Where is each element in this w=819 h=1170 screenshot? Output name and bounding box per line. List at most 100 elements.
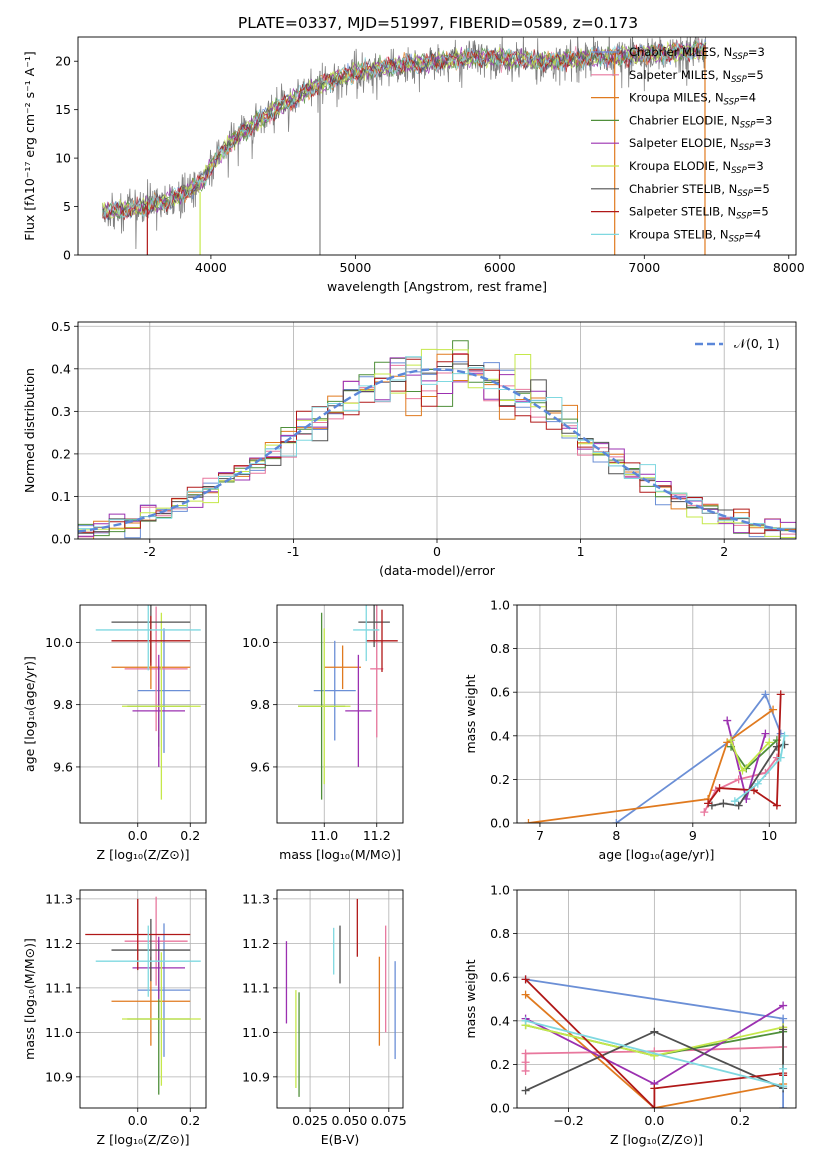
x-tick-label: 7000 (628, 260, 660, 275)
legend-entry: Kroupa ELODIE, NSSP=3 (629, 159, 764, 176)
spectrum-model-line (102, 41, 707, 218)
x-tick-label: 0.025 (292, 1113, 328, 1128)
x-axis-label: Z [log₁₀(Z/Z⊙)] (97, 847, 190, 862)
spectrum-model-line (102, 43, 707, 219)
y-tick-label: 0.2 (51, 446, 71, 461)
axes-frame (77, 36, 797, 256)
x-tick-label: 0.0 (128, 828, 148, 843)
mass-weight-marker (734, 801, 743, 810)
y-tick-label: 9.6 (53, 759, 73, 774)
mass-weight-marker (761, 690, 770, 699)
mass-weight-marker (779, 1104, 788, 1108)
x-tick-label: 0.0 (128, 1113, 148, 1128)
y-tick-label: 0.2 (490, 1057, 510, 1072)
mass-weight-marker (723, 716, 732, 725)
y-tick-label: 0.0 (51, 532, 71, 547)
x-tick-label: 0.2 (180, 828, 200, 843)
x-tick-label: 1 (577, 544, 585, 559)
gaussian-curve (78, 368, 796, 533)
mass-weight-marker (780, 731, 789, 740)
y-tick-label: 0.4 (490, 1013, 510, 1028)
x-tick-label: 11.0 (310, 828, 338, 843)
x-tick-label: 0.2 (180, 1113, 200, 1128)
x-axis-label: wavelength [Angstrom, rest frame] (327, 279, 547, 294)
residual-histogram (78, 356, 796, 539)
mass-weight-marker (521, 1066, 530, 1075)
mass-weight-marker (524, 819, 533, 823)
y-tick-label: 0.4 (490, 728, 510, 743)
x-axis-label: mass [log₁₀(M/M⊙)] (279, 847, 401, 862)
axes-frame (516, 889, 797, 1109)
y-tick-label: 0.8 (490, 926, 510, 941)
x-tick-label: 0.2 (730, 1113, 750, 1128)
y-tick-label: 5 (63, 199, 71, 214)
mass-weight-line (525, 1029, 784, 1092)
x-tick-label: 0.050 (332, 1113, 368, 1128)
spectrum-model-line (102, 39, 707, 219)
mass-weight-marker (738, 766, 747, 775)
mass-weight-marker (776, 690, 785, 699)
legend-entry: Salpeter STELIB, NSSP=5 (629, 205, 769, 222)
y-tick-label: 10.0 (242, 635, 270, 650)
y-tick-label: 10.9 (242, 1069, 270, 1084)
y-tick-label: 10.0 (45, 635, 73, 650)
y-axis-label: Flux [fλ10⁻¹⁷ erg cm⁻² s⁻¹ A⁻¹] (22, 51, 37, 240)
y-tick-label: 1.0 (490, 598, 510, 613)
x-tick-label: −0.2 (553, 1113, 583, 1128)
axes-spectrum: 4000 5000 6000 7000 8000 0 5 10 15 20 wavelength [… (22, 36, 805, 294)
gaussian-legend-label: 𝒩(0, 1) (734, 336, 780, 351)
x-tick-label: 0 (433, 544, 441, 559)
legend-entry: Chabrier MILES, NSSP=3 (629, 45, 765, 62)
y-tick-label: 11.0 (45, 1025, 73, 1040)
axes-mass_vs_EBV: 0.025 0.050 0.075 10.9 11.0 11.1 11.2 11.3 E(B-V… (242, 889, 407, 1147)
y-tick-label: 0.6 (490, 970, 510, 985)
legend-entry: Salpeter MILES, NSSP=5 (629, 68, 764, 85)
y-tick-label: 0.8 (490, 641, 510, 656)
axes-frame (276, 604, 404, 824)
y-tick-label: 11.3 (242, 891, 270, 906)
legend-entry: Chabrier STELIB, NSSP=5 (629, 182, 770, 199)
y-tick-label: 11.1 (45, 980, 73, 995)
x-axis-label: (data-model)/error (379, 563, 496, 578)
mass-weight-marker (779, 1064, 788, 1073)
mass-weight-marker (779, 1001, 788, 1010)
plot-area-residuals (78, 340, 796, 539)
y-tick-label: 9.8 (250, 697, 270, 712)
axes-weight_vs_Z: −0.2 0.0 0.2 0.0 0.2 0.4 0.6 0.8 1.0 Z [log₁₀(Z/Z… (463, 883, 797, 1147)
y-tick-label: 9.8 (53, 697, 73, 712)
mass-weight-marker (521, 1086, 530, 1095)
spectrum-model-line (102, 41, 707, 221)
axes-frame (516, 604, 797, 824)
y-axis-label: age [log₁₀(age/yr)] (22, 656, 37, 772)
y-tick-label: 10 (55, 151, 71, 166)
legend-entry: Chabrier ELODIE, NSSP=3 (629, 113, 772, 130)
y-tick-label: 11.3 (45, 891, 73, 906)
y-tick-label: 20 (55, 54, 71, 69)
mass-weight-marker (727, 736, 736, 745)
y-tick-label: 0.6 (490, 685, 510, 700)
plot-area-weight_vs_Z (521, 975, 788, 1108)
y-tick-label: 11.2 (45, 936, 73, 951)
mass-weight-marker (769, 705, 778, 714)
x-tick-label: 5000 (339, 260, 371, 275)
x-axis-label: Z [log₁₀(Z/Z⊙)] (97, 1132, 190, 1147)
x-tick-label: 2 (720, 544, 728, 559)
y-tick-label: 0.0 (490, 816, 510, 831)
plot-area-age_vs_mass (298, 605, 398, 800)
y-tick-label: 0.2 (490, 772, 510, 787)
mass-weight-marker (776, 753, 785, 762)
x-tick-label: 10 (761, 828, 777, 843)
x-axis-label: age [log₁₀(age/yr)] (599, 847, 715, 862)
mass-weight-marker (700, 808, 709, 817)
y-tick-label: 11.2 (242, 936, 270, 951)
y-tick-label: 0.1 (51, 489, 71, 504)
mass-weight-marker (719, 799, 728, 808)
y-tick-label: 15 (55, 102, 71, 117)
x-tick-label: 6000 (484, 260, 516, 275)
mass-weight-line (734, 735, 786, 802)
axes-age_vs_mass: 11.0 11.2 9.6 9.8 10.0 mass [log₁₀(M/M⊙)] (242, 604, 404, 862)
mass-weight-line (726, 720, 767, 803)
legend-entry: Kroupa MILES, NSSP=4 (629, 91, 756, 108)
